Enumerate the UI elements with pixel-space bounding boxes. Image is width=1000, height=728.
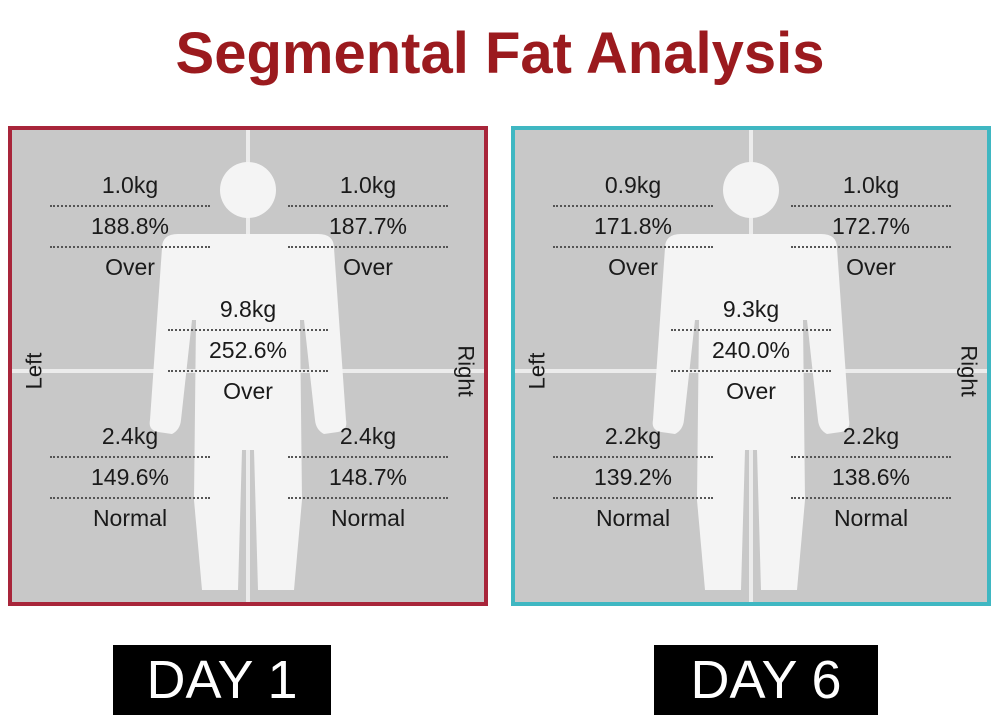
left-leg-percent: 149.6% bbox=[50, 458, 210, 499]
side-label-right: Right bbox=[453, 345, 479, 397]
day6-label: DAY 6 bbox=[654, 645, 878, 715]
body-figure bbox=[515, 130, 987, 602]
right-arm-mass: 1.0kg bbox=[791, 166, 951, 207]
trunk-status: Over bbox=[726, 378, 776, 404]
trunk-mass: 9.8kg bbox=[168, 290, 328, 331]
trunk-percent: 252.6% bbox=[168, 331, 328, 372]
left-leg-status: Normal bbox=[595, 505, 671, 531]
right-leg-readout: 2.2kg 138.6% Normal bbox=[791, 417, 951, 540]
left-arm-status: Over bbox=[608, 254, 658, 280]
right-arm-percent: 172.7% bbox=[791, 207, 951, 248]
body-figure bbox=[12, 130, 484, 602]
left-arm-percent: 171.8% bbox=[553, 207, 713, 248]
trunk-readout: 9.8kg 252.6% Over bbox=[168, 290, 328, 413]
right-leg-status: Normal bbox=[330, 505, 406, 531]
page-title: Segmental Fat Analysis bbox=[175, 21, 825, 86]
right-leg-status: Normal bbox=[833, 505, 909, 531]
right-arm-readout: 1.0kg 187.7% Over bbox=[288, 166, 448, 289]
day1-panel: 1.0kg 188.8% Over 1.0kg 187.7% Over 9.8k… bbox=[8, 126, 488, 606]
right-arm-percent: 187.7% bbox=[288, 207, 448, 248]
side-label-left: Left bbox=[21, 352, 47, 390]
left-arm-readout: 1.0kg 188.8% Over bbox=[50, 166, 210, 289]
left-arm-readout: 0.9kg 171.8% Over bbox=[553, 166, 713, 289]
right-arm-readout: 1.0kg 172.7% Over bbox=[791, 166, 951, 289]
right-leg-mass: 2.2kg bbox=[791, 417, 951, 458]
side-label-right: Right bbox=[956, 345, 982, 397]
left-arm-status: Over bbox=[105, 254, 155, 280]
right-arm-status: Over bbox=[343, 254, 393, 280]
left-arm-mass: 1.0kg bbox=[50, 166, 210, 207]
right-leg-percent: 138.6% bbox=[791, 458, 951, 499]
right-leg-percent: 148.7% bbox=[288, 458, 448, 499]
day6-panel: 0.9kg 171.8% Over 1.0kg 172.7% Over 9.3k… bbox=[511, 126, 991, 606]
left-leg-mass: 2.2kg bbox=[553, 417, 713, 458]
right-leg-mass: 2.4kg bbox=[288, 417, 448, 458]
left-arm-mass: 0.9kg bbox=[553, 166, 713, 207]
right-arm-status: Over bbox=[846, 254, 896, 280]
trunk-readout: 9.3kg 240.0% Over bbox=[671, 290, 831, 413]
left-leg-status: Normal bbox=[92, 505, 168, 531]
left-leg-readout: 2.2kg 139.2% Normal bbox=[553, 417, 713, 540]
side-label-left: Left bbox=[524, 352, 550, 390]
trunk-mass: 9.3kg bbox=[671, 290, 831, 331]
left-leg-readout: 2.4kg 149.6% Normal bbox=[50, 417, 210, 540]
right-arm-mass: 1.0kg bbox=[288, 166, 448, 207]
trunk-status: Over bbox=[223, 378, 273, 404]
left-leg-mass: 2.4kg bbox=[50, 417, 210, 458]
right-leg-readout: 2.4kg 148.7% Normal bbox=[288, 417, 448, 540]
left-arm-percent: 188.8% bbox=[50, 207, 210, 248]
left-leg-percent: 139.2% bbox=[553, 458, 713, 499]
trunk-percent: 240.0% bbox=[671, 331, 831, 372]
day1-label: DAY 1 bbox=[113, 645, 331, 715]
